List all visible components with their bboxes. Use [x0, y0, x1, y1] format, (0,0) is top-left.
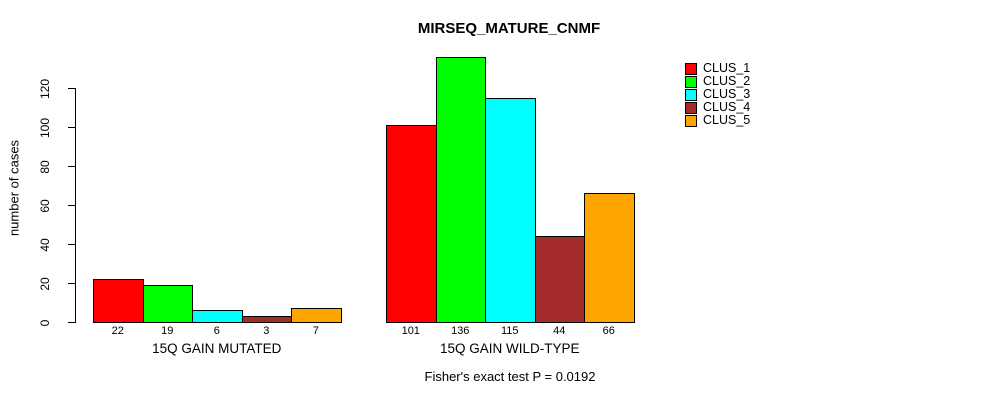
group-label-15q-gain-wild-type: 15Q GAIN WILD-TYPE [439, 341, 580, 356]
legend-swatch-clus-3 [685, 88, 697, 101]
legend-swatch-clus-1 [685, 62, 697, 75]
bar-clus-3-15q-gain-mutated [192, 310, 243, 323]
y-axis-tick [68, 166, 75, 167]
y-axis-tick [68, 283, 75, 284]
y-axis-tick-label: 0 [38, 319, 52, 326]
legend-item-clus-5: CLUS_5 [685, 114, 750, 127]
bar-clus-4-15q-gain-mutated [241, 316, 292, 323]
legend-swatch-clus-5 [685, 114, 697, 127]
y-axis-line [75, 88, 76, 323]
bar-value-label: 3 [263, 325, 270, 337]
y-axis-label: number of cases [6, 139, 22, 237]
bar-value-label: 44 [553, 325, 566, 337]
legend-item-clus-3: CLUS_3 [685, 88, 750, 101]
y-axis-tick-label: 100 [38, 117, 52, 138]
bar-value-label: 115 [500, 325, 519, 337]
caption-fishers-test: Fisher's exact test P = 0.0192 [424, 369, 596, 384]
bar-clus-5-15q-gain-mutated [291, 308, 342, 323]
y-axis-tick [68, 244, 75, 245]
bar-value-label: 101 [401, 325, 420, 337]
bar-clus-3-15q-gain-wild-type [485, 98, 536, 323]
bar-value-label: 22 [111, 325, 124, 337]
y-axis-tick-label: 20 [38, 276, 52, 291]
legend-label: CLUS_4 [703, 100, 751, 114]
y-axis-tick [68, 88, 75, 89]
bar-clus-2-15q-gain-mutated [142, 285, 193, 323]
legend-label: CLUS_5 [703, 113, 751, 127]
bar-clus-1-15q-gain-mutated [93, 279, 144, 323]
legend-swatch-clus-2 [685, 75, 697, 88]
y-axis-tick [68, 127, 75, 128]
group-label-15q-gain-mutated: 15Q GAIN MUTATED [152, 341, 282, 356]
chart-title: MIRSEQ_MATURE_CNMF [417, 20, 601, 37]
bar-clus-5-15q-gain-wild-type [584, 193, 635, 323]
legend: CLUS_1 CLUS_2 CLUS_3 CLUS_4 CLUS_5 [685, 62, 750, 127]
legend-label: CLUS_3 [703, 87, 751, 101]
y-axis-tick-label: 60 [38, 198, 52, 213]
bar-clus-4-15q-gain-wild-type [534, 236, 585, 323]
bar-value-label: 66 [602, 325, 615, 337]
bar-value-label: 7 [312, 325, 319, 337]
bar-clus-1-15q-gain-wild-type [386, 125, 437, 323]
legend-label: CLUS_2 [703, 74, 751, 88]
y-axis-tick [68, 205, 75, 206]
bar-value-label: 136 [451, 325, 470, 337]
legend-item-clus-2: CLUS_2 [685, 75, 750, 88]
y-axis-tick-label: 120 [38, 78, 52, 99]
legend-label: CLUS_1 [703, 61, 751, 75]
y-axis-tick-label: 80 [38, 159, 52, 174]
y-axis-tick-label: 40 [38, 237, 52, 252]
bar-value-label: 19 [161, 325, 174, 337]
bar-value-label: 6 [213, 325, 220, 337]
legend-swatch-clus-4 [685, 101, 697, 114]
bar-clus-2-15q-gain-wild-type [435, 57, 486, 323]
legend-item-clus-1: CLUS_1 [685, 62, 750, 75]
legend-item-clus-4: CLUS_4 [685, 101, 750, 114]
y-axis-tick [68, 322, 75, 323]
